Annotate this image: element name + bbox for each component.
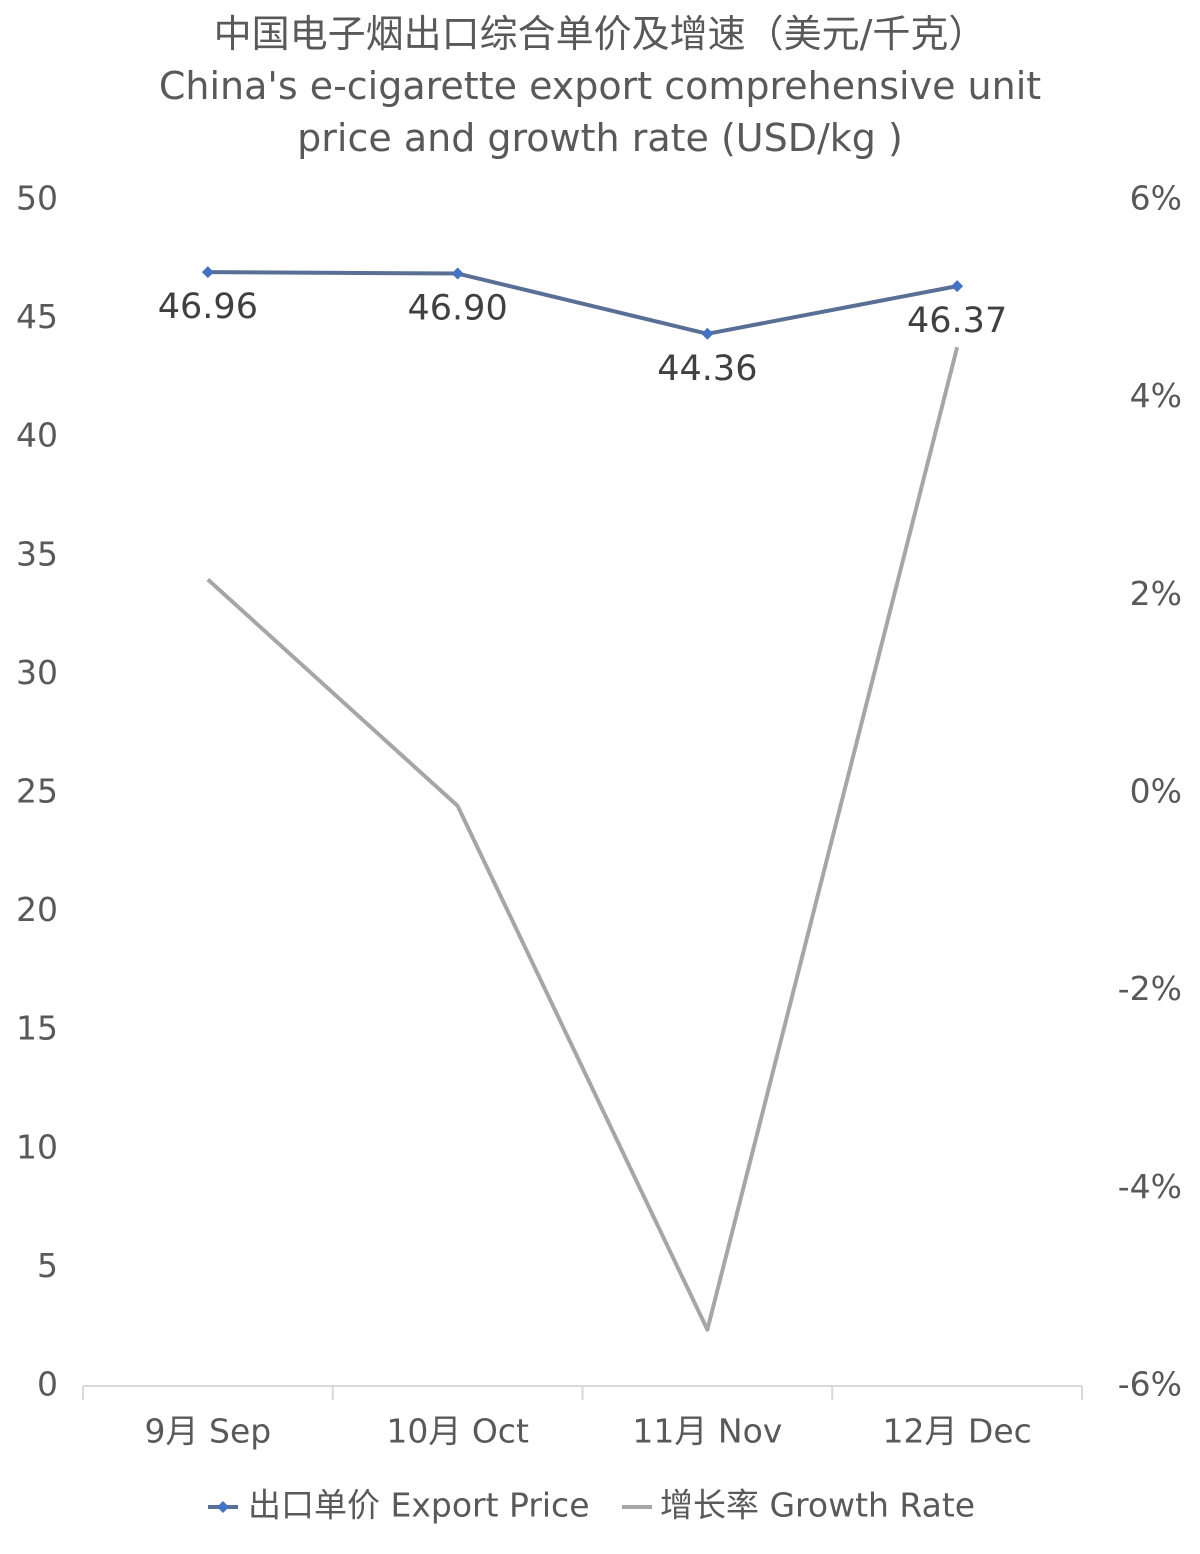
y-tick-label: 25 [16,772,58,811]
y-tick-label: 45 [16,297,58,336]
x-tick-label: 11月 Nov [632,1412,782,1451]
y2-tick-label: -2% [1118,969,1182,1008]
marker [451,267,464,280]
x-tick-label: 10月 Oct [386,1412,529,1451]
y2-tick-label: 2% [1130,574,1182,613]
legend-swatch [217,1501,229,1513]
y2-tick-label: -6% [1118,1365,1182,1404]
data-label: 46.96 [158,287,258,327]
y-tick-label: 15 [16,1009,58,1048]
y-tick-label: 20 [16,890,58,929]
y-tick-label: 35 [16,534,58,573]
x-tick-label: 9月 Sep [145,1412,272,1451]
legend-label: 增长率 Growth Rate [660,1486,975,1525]
y-tick-label: 5 [37,1246,58,1285]
y2-tick-label: 0% [1130,772,1182,811]
chart-title: 中国电子烟出口综合单价及增速（美元/千克） [213,12,987,56]
y-tick-label: 10 [16,1127,58,1166]
marker [701,327,714,340]
chart-subtitle: China's e-cigarette export comprehensive… [158,64,1042,160]
legend-label: 出口单价 Export Price [248,1486,590,1525]
marker [201,266,214,279]
data-label: 44.36 [657,349,757,389]
y2-tick-label: -4% [1118,1167,1182,1206]
y-tick-label: 0 [37,1365,58,1404]
y-tick-label: 40 [16,416,58,455]
y2-tick-label: 4% [1130,376,1182,415]
y2-tick-label: 6% [1130,179,1182,218]
x-tick-label: 12月 Dec [882,1412,1031,1451]
series-line [206,346,960,1332]
data-label: 46.90 [408,289,508,329]
data-label: 46.37 [907,301,1007,341]
y-tick-label: 30 [16,653,58,692]
series-line [207,270,958,336]
y-tick-label: 50 [16,179,58,218]
marker [951,280,964,293]
